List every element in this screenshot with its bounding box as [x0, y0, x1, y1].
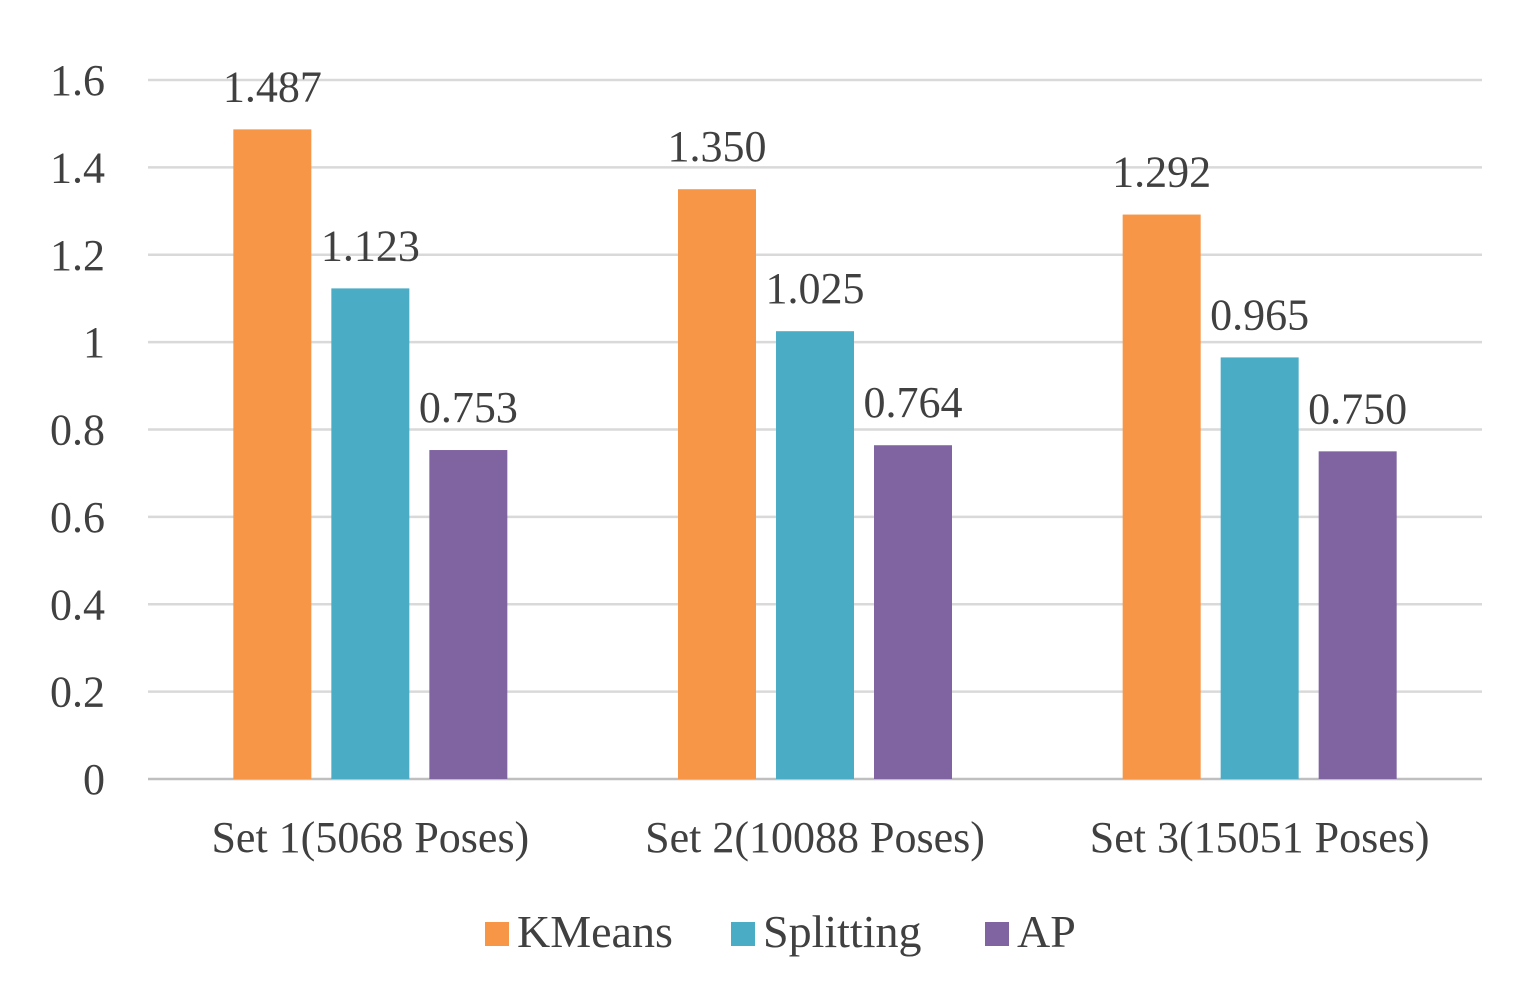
y-tick-label-7: 1.4	[50, 143, 105, 192]
data-label-ap-3: 0.750	[1308, 384, 1407, 433]
bar-kmeans-2	[678, 189, 756, 779]
x-category-label-1: Set 1(5068 Poses)	[211, 813, 529, 862]
x-category-label-2: Set 2(10088 Poses)	[645, 813, 985, 862]
bar-kmeans-3	[1122, 214, 1201, 779]
bars	[233, 129, 1397, 779]
y-tick-label-2: 0.4	[50, 580, 105, 629]
y-tick-label-1: 0.2	[50, 668, 105, 717]
legend-label-ap: AP	[1017, 906, 1076, 957]
bar-kmeans-1	[233, 129, 312, 779]
data-label-kmeans-3: 1.292	[1112, 148, 1211, 197]
y-tick-label-6: 1.2	[50, 231, 105, 280]
bar-ap-1	[429, 450, 508, 779]
data-label-kmeans-1: 1.487	[223, 62, 322, 111]
bar-ap-2	[874, 445, 952, 779]
data-label-splitting-2: 1.025	[766, 264, 865, 313]
data-label-ap-2: 0.764	[864, 378, 963, 427]
y-tick-label-3: 0.6	[50, 493, 105, 542]
x-axis-category-labels: Set 1(5068 Poses) Set 2(10088 Poses) Set 3…	[211, 813, 1429, 862]
legend-swatch-splitting	[731, 922, 755, 946]
data-label-ap-1: 0.753	[419, 383, 518, 432]
data-label-splitting-1: 1.123	[321, 221, 420, 270]
y-tick-label-0: 0	[83, 755, 105, 804]
data-label-kmeans-2: 1.350	[668, 122, 767, 171]
y-tick-label-4: 0.8	[50, 406, 105, 455]
data-label-splitting-3: 0.965	[1210, 290, 1309, 339]
bar-splitting-2	[776, 331, 854, 779]
bar-splitting-3	[1220, 357, 1299, 779]
legend-label-kmeans: KMeans	[517, 906, 673, 957]
y-axis-tick-labels: 0 0.2 0.4 0.6 0.8 1 1.2 1.4 1.6	[50, 56, 105, 804]
x-category-label-3: Set 3(15051 Poses)	[1090, 813, 1430, 862]
bar-ap-3	[1318, 451, 1397, 779]
legend-label-splitting: Splitting	[763, 906, 921, 957]
y-tick-label-8: 1.6	[50, 56, 105, 105]
legend: KMeans Splitting AP	[485, 906, 1076, 957]
legend-swatch-ap	[985, 922, 1009, 946]
bar-splitting-1	[331, 288, 410, 779]
legend-swatch-kmeans	[485, 922, 509, 946]
y-tick-label-5: 1	[83, 318, 105, 367]
data-labels: 1.487 1.123 0.753 1.350 1.025 0.764 1.292 0.965…	[223, 62, 1407, 433]
